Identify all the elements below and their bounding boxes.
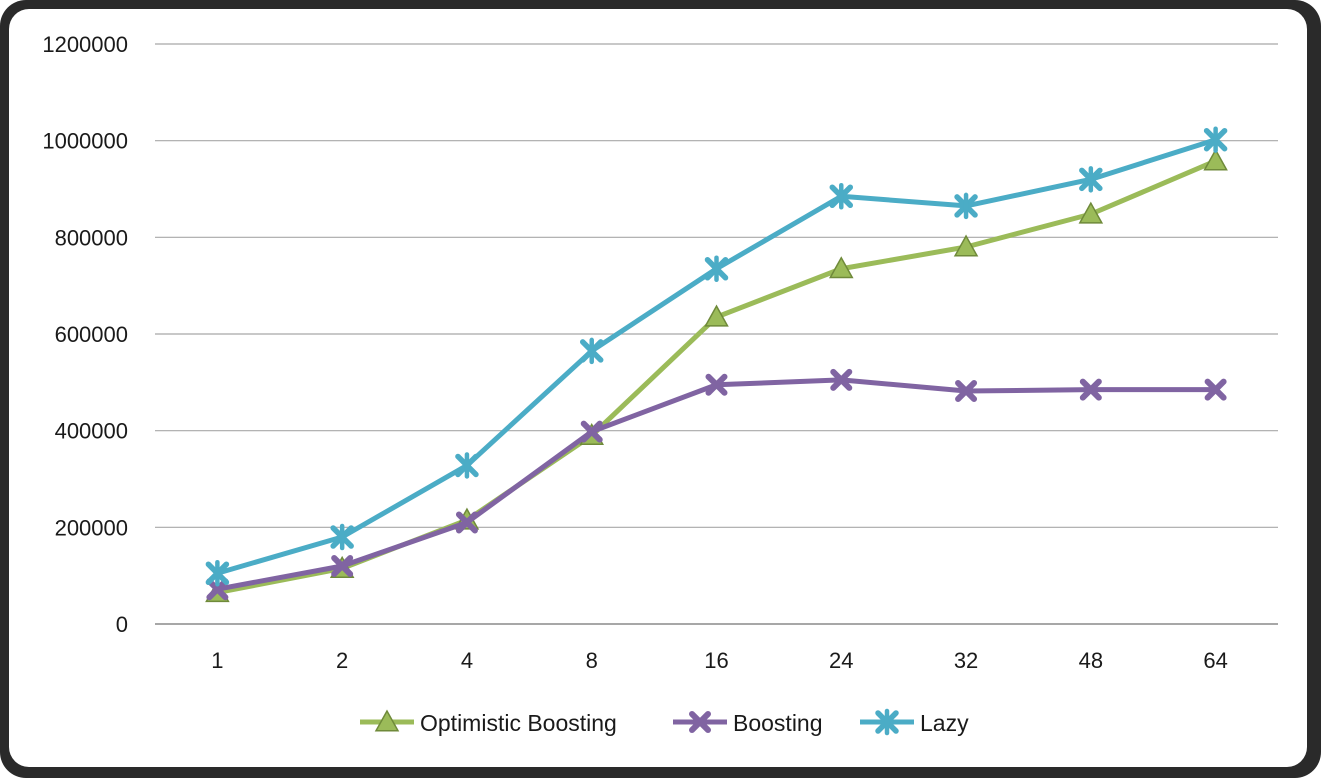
data-point-boosting — [830, 368, 853, 391]
data-point-optimistic-boosting — [829, 256, 854, 279]
legend-swatch-marker — [374, 709, 400, 732]
y-tick-label: 1000000 — [42, 129, 128, 154]
legend-item-boosting: Boosting — [673, 710, 823, 736]
data-point-lazy — [1203, 126, 1228, 153]
marker-x-stroke — [1204, 378, 1227, 401]
data-point-boosting — [1079, 378, 1102, 401]
legend-item-lazy: Lazy — [860, 708, 969, 736]
legend-item-optimistic-boosting: Optimistic Boosting — [360, 709, 617, 736]
y-tick-label: 0 — [116, 612, 128, 637]
marker-triangle — [1203, 148, 1228, 171]
data-point-optimistic-boosting — [1203, 148, 1228, 171]
data-point-boosting — [1204, 378, 1227, 401]
data-point-lazy — [1079, 166, 1103, 193]
data-point-lazy — [330, 523, 354, 551]
data-point-lazy — [579, 337, 604, 365]
legend-label: Boosting — [733, 710, 823, 736]
marker-triangle — [704, 304, 729, 327]
legend-label: Optimistic Boosting — [420, 710, 617, 736]
data-point-boosting — [705, 373, 728, 396]
legend: Optimistic Boosting Boosting Lazy — [360, 708, 969, 736]
data-point-optimistic-boosting — [704, 304, 729, 327]
marker-x-stroke — [331, 555, 354, 577]
x-tick-label: 32 — [954, 648, 978, 673]
data-point-lazy — [829, 183, 854, 210]
marker-x-stroke — [580, 420, 603, 443]
marker-x-stroke — [206, 578, 229, 601]
y-tick-label: 1200000 — [42, 32, 128, 57]
legend-swatch-marker — [689, 711, 711, 733]
x-tick-label: 2 — [336, 648, 348, 673]
marker-x-stroke — [1079, 378, 1102, 401]
x-tick-label: 8 — [586, 648, 598, 673]
data-point-boosting — [955, 380, 978, 403]
series-lines — [205, 126, 1228, 603]
data-point-optimistic-boosting — [953, 234, 979, 257]
marker-x-stroke — [689, 711, 711, 733]
marker-x-stroke — [955, 380, 978, 403]
x-tick-label: 4 — [461, 648, 473, 673]
marker-x-stroke — [455, 511, 478, 534]
x-tick-label: 64 — [1203, 648, 1227, 673]
y-tick-label: 400000 — [55, 419, 128, 444]
x-axis-tick-labels: 1 2 4 8 16 24 32 48 64 — [211, 648, 1228, 673]
x-tick-label: 16 — [704, 648, 728, 673]
data-point-optimistic-boosting — [1078, 201, 1104, 224]
y-tick-label: 200000 — [55, 515, 128, 540]
marker-triangle — [374, 709, 400, 732]
marker-x-stroke — [830, 368, 853, 391]
marker-triangle — [1078, 201, 1104, 224]
series-line-boosting — [214, 377, 1219, 592]
y-axis-tick-labels: 0 200000 400000 600000 800000 1000000 1200000 — [42, 32, 128, 637]
marker-triangle — [953, 234, 979, 257]
x-tick-label: 1 — [211, 648, 223, 673]
x-tick-label: 24 — [829, 648, 853, 673]
series-lazy — [205, 126, 1228, 587]
series-boosting — [206, 368, 1227, 601]
data-point-lazy — [954, 192, 978, 220]
legend-label: Lazy — [920, 710, 969, 736]
data-point-boosting — [455, 511, 478, 534]
marker-x-stroke — [705, 373, 728, 396]
data-point-lazy — [704, 255, 729, 282]
data-point-boosting — [580, 420, 603, 443]
gridlines — [155, 43, 1278, 625]
data-point-boosting — [206, 578, 229, 601]
data-point-lazy — [205, 560, 230, 587]
series-optimistic-boosting — [205, 148, 1228, 603]
series-line-lazy — [214, 137, 1219, 576]
data-point-lazy — [455, 452, 479, 479]
y-tick-label: 600000 — [55, 322, 128, 347]
marker-triangle — [829, 256, 854, 279]
y-tick-label: 800000 — [55, 225, 128, 250]
data-point-boosting — [331, 555, 354, 577]
x-tick-label: 48 — [1079, 648, 1103, 673]
legend-swatch-marker — [875, 708, 899, 736]
